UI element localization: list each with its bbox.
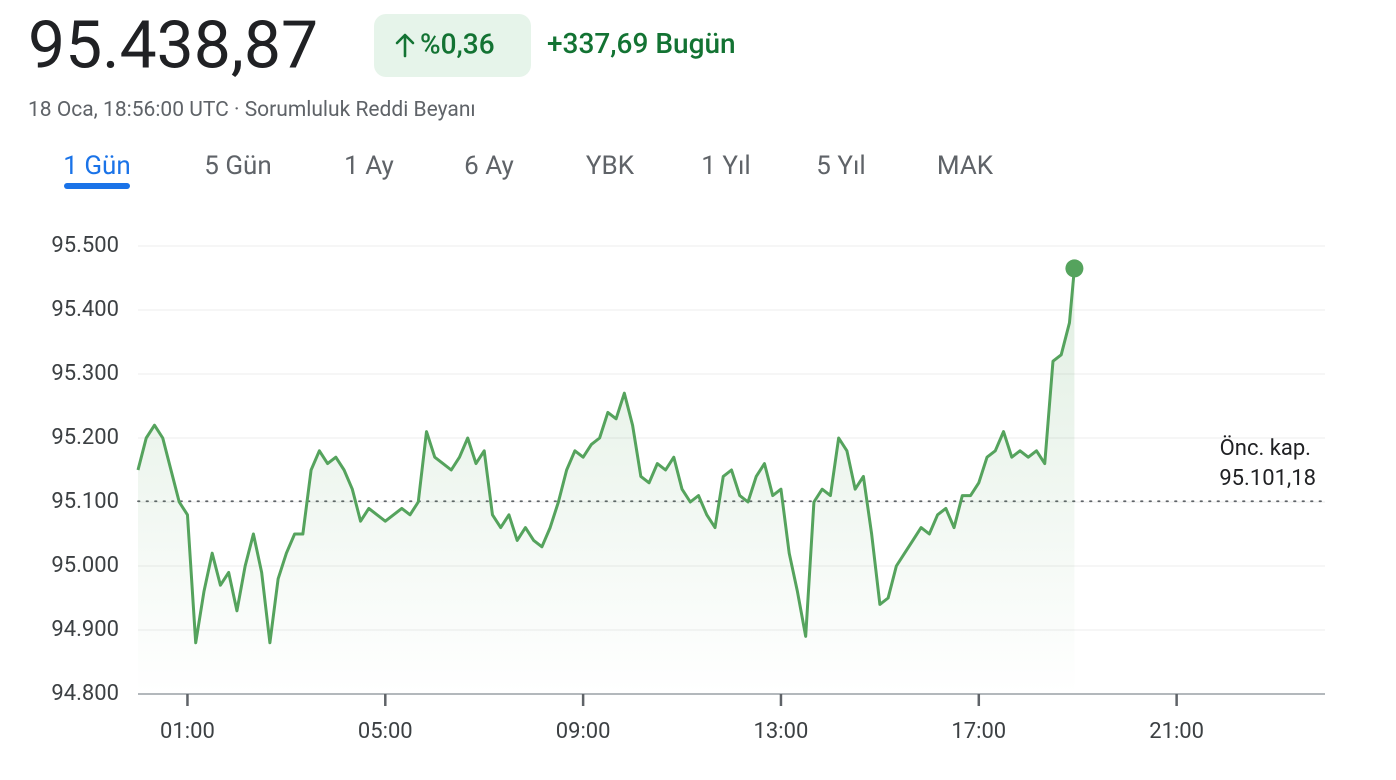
area [138, 268, 1075, 694]
price-line [136, 268, 1076, 645]
change-badge [374, 14, 531, 77]
x-tick-label: 21:00 [1149, 719, 1204, 744]
y-tick-label: 94.800 [51, 681, 119, 706]
timestamp-line: 18 Oca, 18:56:00 UTC · Sorumluluk Reddi … [28, 98, 476, 122]
change-percent: %0,36 [420, 27, 495, 60]
y-tick-label: 95.400 [51, 297, 119, 322]
tab[interactable]: 1 Ay [344, 151, 394, 181]
x-tick-label: 01:00 [160, 719, 215, 744]
y-tick-label: 95.500 [51, 233, 119, 258]
separator: · [234, 98, 240, 122]
price: 95.438,87 [28, 7, 318, 84]
change-suffix: Bugün [655, 27, 735, 60]
change: +337,69 [547, 27, 648, 60]
up-arrow [395, 33, 415, 58]
tab[interactable]: MAK [937, 151, 994, 181]
last-point [1065, 259, 1084, 278]
previous-close-label: Önc. kap. [1220, 435, 1311, 461]
previous-close-value: 95.101,18 [1219, 466, 1316, 491]
change-value: +337,69 Bugün [547, 27, 736, 60]
x-tick-label: 13:00 [754, 719, 809, 744]
tab[interactable]: 1 Yıl [701, 151, 750, 181]
tab[interactable]: 5 Gün [204, 151, 271, 181]
y-tick-label: 95.000 [51, 553, 119, 578]
tab[interactable]: 1 Gün [63, 151, 130, 181]
tab-underline [64, 183, 130, 189]
tab[interactable]: 5 Yıl [816, 151, 865, 181]
disclaimer[interactable]: Sorumluluk Reddi Beyanı [245, 98, 476, 122]
tab[interactable]: 6 Ay [464, 151, 514, 181]
x-tick-label: 05:00 [358, 719, 413, 744]
x-tick-label: 09:00 [556, 719, 611, 744]
tab[interactable]: YBK [586, 151, 635, 181]
y-tick-label: 95.100 [51, 489, 119, 514]
timestamp: 18 Oca, 18:56:00 UTC [28, 98, 229, 122]
y-tick-label: 95.300 [51, 361, 119, 386]
x-tick-label: 17:00 [951, 719, 1006, 744]
y-tick-label: 95.200 [51, 425, 119, 450]
y-tick-label: 94.900 [51, 617, 119, 642]
